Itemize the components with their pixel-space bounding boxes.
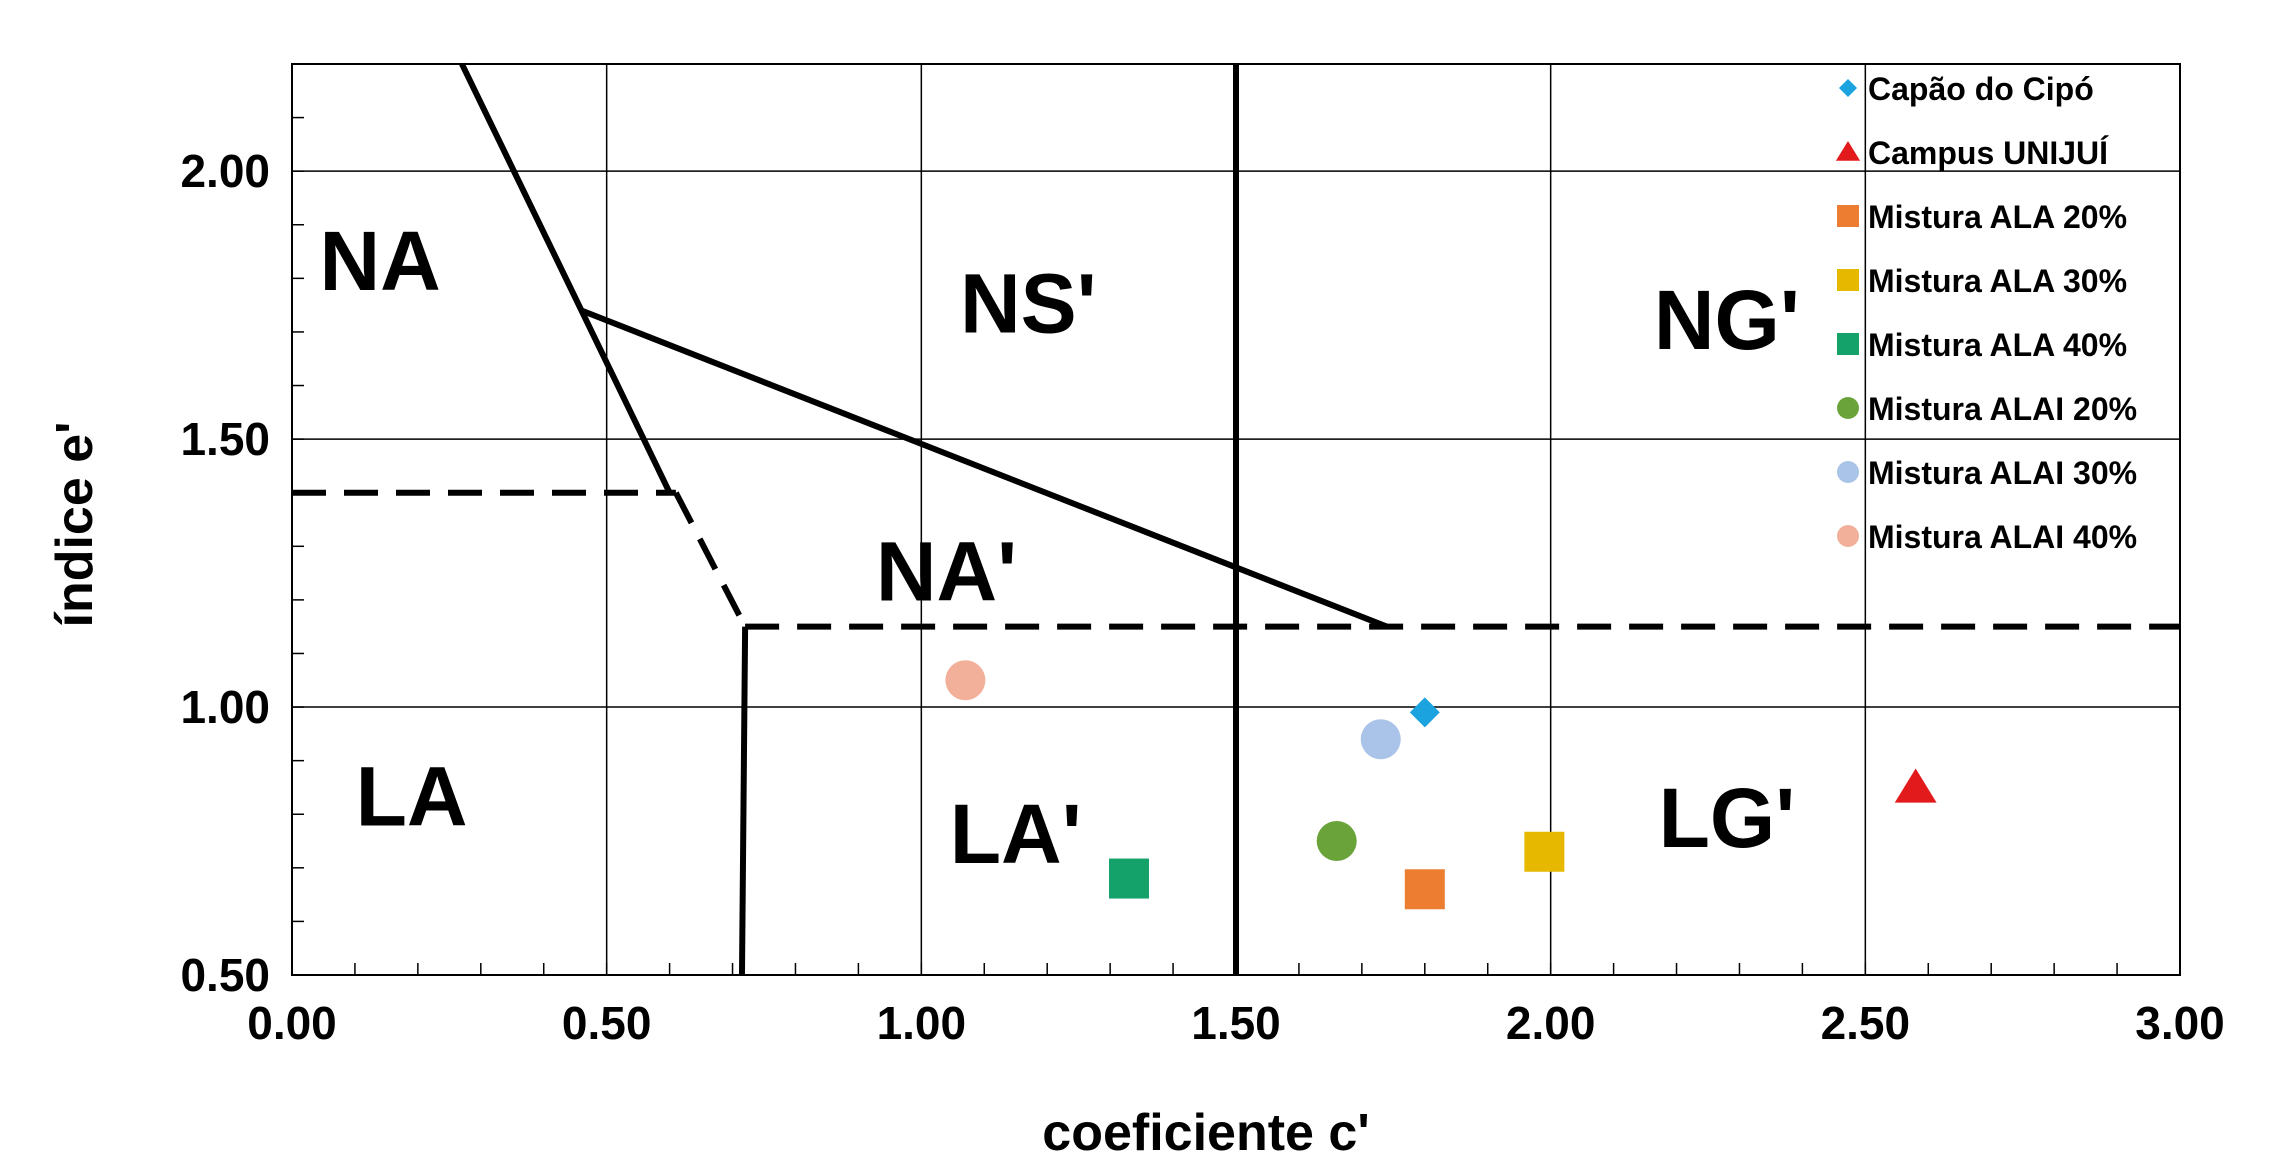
x-tick-label: 0.00 [247, 997, 337, 1049]
data-point [1404, 869, 1445, 910]
legend-entry: Campus UNIJUÍ [1868, 135, 2109, 171]
x-tick-label: 2.00 [1506, 997, 1596, 1049]
boundary-solid-line [738, 626, 749, 976]
legend-entry: Mistura ALA 30% [1868, 263, 2127, 299]
data-point [945, 660, 986, 701]
x-tick-label: 2.50 [1821, 997, 1911, 1049]
legend-marker [1837, 525, 1859, 547]
region-label: NG' [1654, 273, 1800, 367]
data-point [1360, 719, 1401, 760]
y-tick-label: 1.50 [180, 413, 270, 465]
legend-marker [1837, 205, 1859, 227]
boundary-solid-line [459, 62, 673, 495]
y-tick-label: 1.00 [180, 681, 270, 733]
x-tick-label: 1.00 [877, 997, 967, 1049]
region-label: NA [319, 214, 440, 308]
boundary-dashed-line [673, 491, 748, 629]
data-point [1524, 831, 1565, 872]
data-point [1409, 697, 1440, 728]
data-point [1109, 858, 1150, 899]
region-label: LG' [1659, 771, 1796, 865]
x-tick-label: 0.50 [562, 997, 652, 1049]
data-point [1894, 768, 1937, 803]
legend-marker [1835, 141, 1861, 161]
region-label: LA [356, 750, 468, 844]
x-tick-label: 3.00 [2135, 997, 2225, 1049]
data-point [1316, 821, 1357, 862]
region-label: NA' [876, 525, 1017, 619]
legend-entry: Mistura ALAI 40% [1868, 519, 2137, 555]
legend-marker [1837, 397, 1859, 419]
legend-marker [1837, 269, 1859, 291]
legend-marker [1837, 333, 1859, 355]
x-axis-title: coeficiente c' [1042, 1104, 1369, 1162]
legend-entry: Mistura ALAI 20% [1868, 391, 2137, 427]
legend-entry: Mistura ALAI 30% [1868, 455, 2137, 491]
region-label: LA' [950, 787, 1082, 881]
legend-entry: Mistura ALA 40% [1868, 327, 2127, 363]
y-tick-label: 0.50 [180, 949, 270, 1001]
y-tick-label: 2.00 [180, 145, 270, 197]
legend-entry: Capão do Cipó [1868, 71, 2094, 107]
legend-marker [1839, 79, 1857, 97]
boundary-solid-line [580, 307, 1389, 630]
y-axis-title: índice e' [46, 422, 104, 628]
legend-marker [1837, 461, 1859, 483]
region-label: NS' [960, 257, 1097, 351]
x-tick-label: 1.50 [1191, 997, 1281, 1049]
legend-entry: Mistura ALA 20% [1868, 199, 2127, 235]
